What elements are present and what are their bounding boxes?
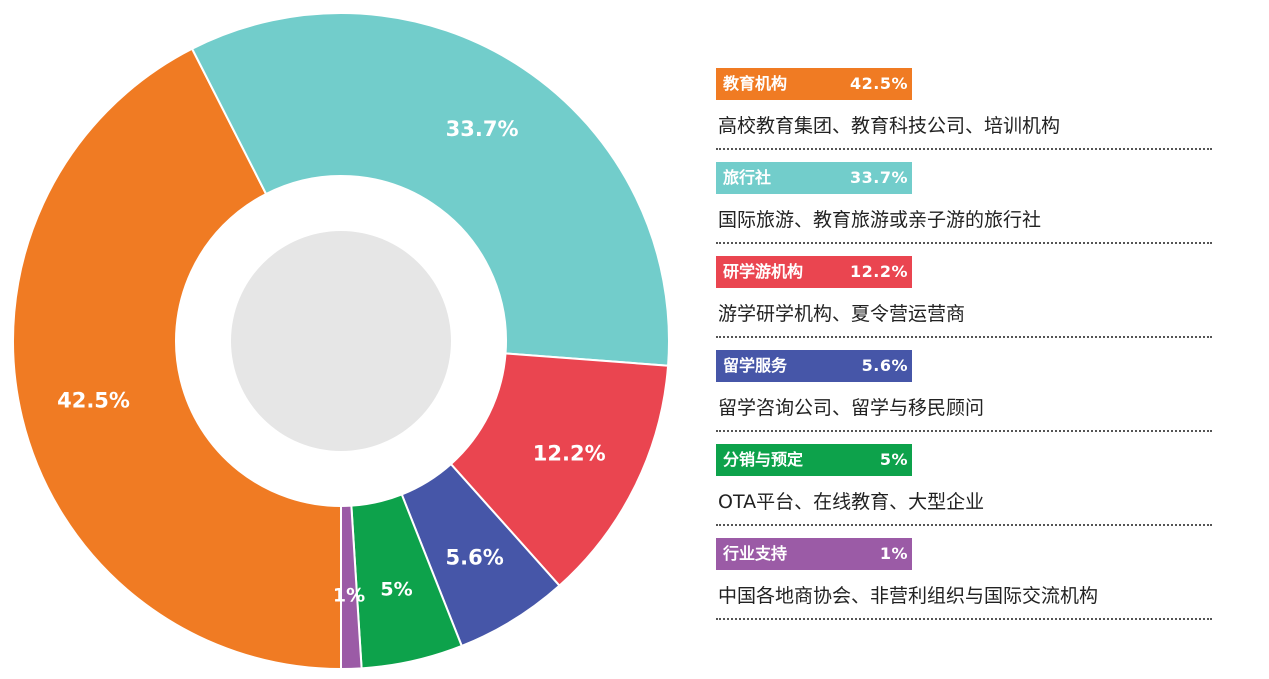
legend-percent: 33.7% xyxy=(849,168,908,187)
legend-description: OTA平台、在线教育、大型企业 xyxy=(718,491,985,513)
donut-center xyxy=(231,231,451,451)
donut-chart: 42.5% 33.7% 12.2% 5.6% 5% 1% xyxy=(12,12,670,671)
legend-item: 研学游机构 12.2% 游学研学机构、夏令营运营商 xyxy=(716,256,1212,350)
legend-category: 分销与预定 xyxy=(723,450,804,469)
legend-divider xyxy=(716,242,1212,244)
legend-percent: 5% xyxy=(879,450,908,469)
legend-badge: 行业支持 1% xyxy=(716,538,912,570)
legend-description: 高校教育集团、教育科技公司、培训机构 xyxy=(718,115,1061,137)
slice-label-0: 42.5% xyxy=(57,388,130,412)
legend-category: 留学服务 xyxy=(723,356,788,375)
legend-divider xyxy=(716,524,1212,526)
legend-badge: 旅行社 33.7% xyxy=(716,162,912,194)
legend-divider xyxy=(716,148,1212,150)
slice-label-1: 33.7% xyxy=(446,117,519,141)
legend-category: 教育机构 xyxy=(723,74,788,93)
legend-description: 留学咨询公司、留学与移民顾问 xyxy=(718,397,985,419)
legend-item: 分销与预定 5% OTA平台、在线教育、大型企业 xyxy=(716,444,1212,538)
legend-category: 旅行社 xyxy=(723,168,772,187)
slice-0 xyxy=(12,47,342,671)
slice-label-3: 5.6% xyxy=(446,546,504,570)
legend: 教育机构 42.5% 高校教育集团、教育科技公司、培训机构旅行社 33.7% 国际旅游、… xyxy=(716,68,1212,632)
legend-divider xyxy=(716,336,1212,338)
legend-item: 留学服务 5.6% 留学咨询公司、留学与移民顾问 xyxy=(716,350,1212,444)
slice-5 xyxy=(340,504,363,671)
legend-percent: 12.2% xyxy=(849,262,908,281)
slice-2 xyxy=(449,352,670,588)
legend-category: 研学游机构 xyxy=(723,262,804,281)
legend-divider xyxy=(716,430,1212,432)
slice-1 xyxy=(190,12,670,367)
slice-label-4: 5% xyxy=(380,578,412,600)
legend-percent: 42.5% xyxy=(849,74,908,93)
legend-description: 中国各地商协会、非营利组织与国际交流机构 xyxy=(718,585,1099,607)
legend-description: 游学研学机构、夏令营运营商 xyxy=(718,303,966,325)
legend-category: 行业支持 xyxy=(723,544,788,563)
legend-badge: 教育机构 42.5% xyxy=(716,68,912,100)
legend-item: 教育机构 42.5% 高校教育集团、教育科技公司、培训机构 xyxy=(716,68,1212,162)
legend-item: 行业支持 1% 中国各地商协会、非营利组织与国际交流机构 xyxy=(716,538,1212,632)
legend-badge: 留学服务 5.6% xyxy=(716,350,912,382)
legend-divider xyxy=(716,618,1212,620)
legend-description: 国际旅游、教育旅游或亲子游的旅行社 xyxy=(718,209,1042,231)
slice-label-5: 1% xyxy=(333,584,365,606)
legend-percent: 1% xyxy=(879,544,908,563)
legend-badge: 研学游机构 12.2% xyxy=(716,256,912,288)
legend-percent: 5.6% xyxy=(861,356,908,375)
legend-item: 旅行社 33.7% 国际旅游、教育旅游或亲子游的旅行社 xyxy=(716,162,1212,256)
slice-label-2: 12.2% xyxy=(533,442,606,466)
legend-badge: 分销与预定 5% xyxy=(716,444,912,476)
